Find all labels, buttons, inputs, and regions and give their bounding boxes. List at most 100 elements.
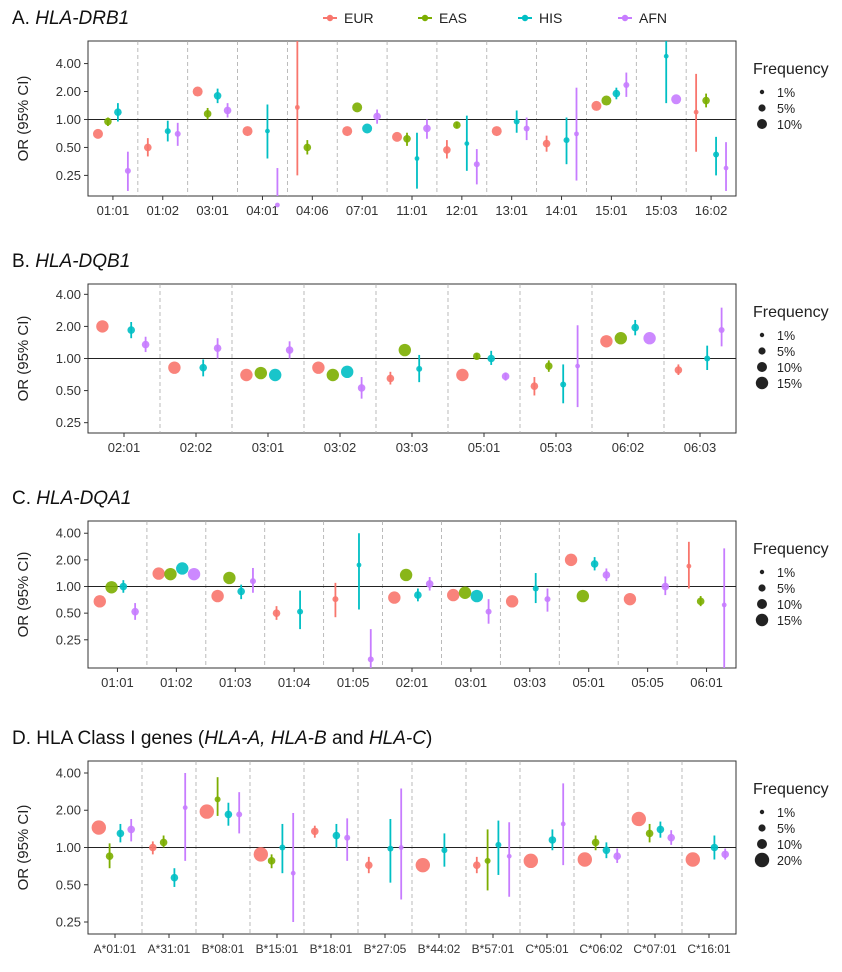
size-legend-label: 15%: [777, 377, 802, 391]
data-point: [352, 102, 363, 113]
data-point: [92, 128, 103, 139]
data-point: [721, 850, 729, 859]
data-point: [506, 853, 512, 859]
legend-dot-afn: [621, 14, 629, 22]
y-tick-label: 2.00: [56, 803, 81, 818]
data-point: [564, 553, 578, 567]
data-point: [182, 805, 188, 811]
x-tick-label: 05:05: [631, 675, 664, 690]
data-point: [631, 811, 646, 827]
data-point: [388, 591, 401, 604]
data-point: [530, 382, 539, 390]
y-tick-label: 0.25: [56, 915, 81, 930]
size-legend-dot: [758, 347, 766, 355]
size-legend-dot: [757, 119, 767, 129]
data-point: [236, 811, 243, 818]
data-point: [544, 596, 551, 603]
data-point: [311, 827, 319, 836]
data-point: [656, 825, 665, 834]
data-point: [170, 873, 179, 882]
data-point: [545, 362, 553, 370]
panel-c: C. HLA-DQA1 0.25 0.50 1.00 2.00 4.00 OR (95% C…: [12, 488, 829, 690]
panel-title-part-2: and: [327, 728, 369, 749]
data-point: [176, 562, 189, 575]
data-point: [159, 838, 168, 847]
data-point: [332, 831, 341, 840]
data-point: [203, 110, 212, 118]
size-legend-title: Frequency: [753, 304, 829, 321]
data-point: [387, 845, 394, 852]
data-point: [164, 567, 177, 581]
size-legend: Frequency 1% 5% 10% 15%: [753, 541, 829, 628]
data-point: [702, 96, 710, 105]
data-point: [127, 825, 135, 834]
y-tick-label: 0.25: [56, 168, 81, 183]
size-legend-label: 10%: [777, 838, 802, 852]
x-tick-label: B*18:01: [310, 942, 353, 956]
data-point: [116, 829, 125, 838]
data-point: [403, 134, 411, 143]
y-tick-label: 4.00: [56, 56, 81, 71]
y-axis-label: OR (95% CI): [15, 316, 32, 402]
x-tick-label: 02:01: [108, 440, 141, 455]
x-tick-label: 01:05: [337, 675, 370, 690]
size-legend: Frequency 1% 5% 10% 20%: [753, 781, 829, 868]
y-tick-label: 0.50: [56, 877, 81, 892]
data-point: [398, 845, 404, 850]
panel-title-part-0: HLA-DQB1: [35, 251, 130, 272]
data-point: [254, 366, 267, 380]
series-his: [116, 802, 719, 887]
panel-title-part-0: HLA-DRB1: [35, 8, 129, 29]
x-tick-label: 13:01: [495, 203, 528, 218]
size-legend-label: 5%: [777, 822, 795, 836]
data-point: [623, 592, 637, 606]
data-point: [590, 560, 599, 568]
panel-a: A. HLA-DRB1 0.25 0.50 1.00 2.00 4.00 OR (95% C…: [12, 8, 829, 218]
legend-dot-eur: [326, 14, 334, 22]
data-point: [602, 571, 611, 579]
data-point: [104, 117, 112, 126]
size-legend-label: 20%: [777, 854, 802, 868]
size-legend: Frequency 1% 5% 10% 15%: [753, 304, 829, 391]
data-point: [344, 834, 351, 841]
data-point: [279, 844, 286, 851]
y-tick-label: 2.00: [56, 319, 81, 334]
series-his: [114, 41, 720, 189]
data-point: [249, 578, 256, 585]
x-tick-label: 07:01: [346, 203, 379, 218]
size-legend-label: 10%: [777, 598, 802, 612]
data-point: [213, 91, 222, 100]
data-point: [224, 810, 233, 819]
series-afn: [127, 772, 729, 923]
x-tick-label: 02:02: [180, 440, 213, 455]
y-tick-label: 4.00: [56, 287, 81, 302]
x-tick-label: 01:01: [97, 203, 130, 218]
size-legend-label: 10%: [777, 118, 802, 132]
panel-title-part-1: HLA-A, HLA-B: [204, 728, 327, 749]
data-point: [487, 354, 496, 363]
data-point: [275, 202, 280, 208]
x-tick-label: 15:03: [645, 203, 678, 218]
size-legend-dot: [758, 824, 766, 832]
size-legend-dot: [759, 89, 765, 95]
data-point: [495, 841, 502, 848]
size-legend-title: Frequency: [753, 61, 829, 78]
size-legend-dot: [755, 613, 769, 627]
data-point: [392, 131, 403, 142]
data-point: [223, 106, 232, 115]
data-point: [357, 384, 366, 392]
panel-letter: C.: [12, 488, 36, 509]
data-point: [721, 602, 727, 608]
data-point: [223, 571, 236, 585]
size-legend-label: 10%: [777, 361, 802, 375]
panel-title-part-0: HLA-DQA1: [36, 488, 131, 509]
data-point: [127, 326, 135, 334]
y-tick-label: 4.00: [56, 765, 81, 780]
size-legend-title: Frequency: [753, 781, 829, 798]
data-point: [341, 365, 354, 379]
data-point: [612, 89, 621, 98]
data-point: [362, 123, 373, 134]
y-tick-label: 0.50: [56, 140, 81, 155]
data-point: [290, 870, 296, 876]
data-point: [623, 82, 630, 89]
